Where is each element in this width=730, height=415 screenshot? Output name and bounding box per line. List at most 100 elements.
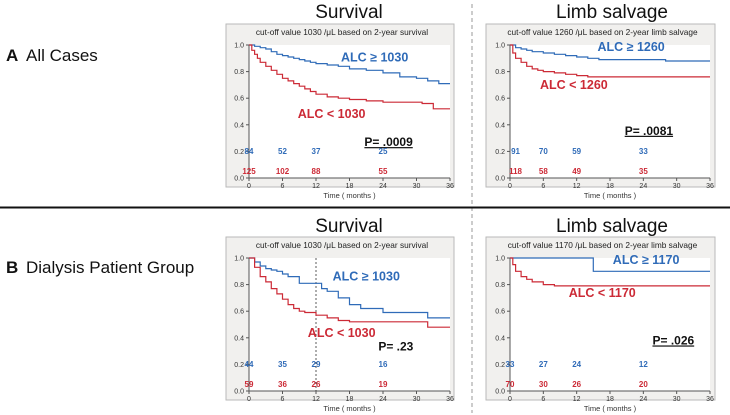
plot-area bbox=[510, 258, 710, 391]
risk-count-low: 35 bbox=[639, 167, 648, 176]
risk-count-high: 91 bbox=[511, 147, 520, 156]
risk-count-low: 118 bbox=[509, 167, 522, 176]
curve-label-high: ALC ≥ 1030 bbox=[341, 51, 408, 65]
x-axis-label: Time ( months ) bbox=[584, 404, 637, 413]
y-tick-label: 0.2 bbox=[495, 362, 505, 369]
x-tick-label: 18 bbox=[606, 183, 614, 190]
x-tick-label: 6 bbox=[541, 396, 545, 403]
series-line-high bbox=[510, 257, 710, 272]
risk-count-high: 12 bbox=[639, 360, 648, 369]
curve-label-low: ALC < 1030 bbox=[298, 107, 366, 121]
x-tick-label: 6 bbox=[281, 183, 285, 190]
curve-label-high: ALC ≥ 1030 bbox=[333, 270, 400, 284]
risk-count-high: 33 bbox=[639, 147, 648, 156]
risk-count-low: 55 bbox=[379, 167, 388, 176]
x-tick-label: 36 bbox=[446, 183, 454, 190]
risk-count-high: 84 bbox=[245, 147, 254, 156]
y-tick-label: 0.2 bbox=[234, 362, 244, 369]
col-title-limb-b: Limb salvage bbox=[556, 216, 668, 237]
row-label-b: Dialysis Patient Group bbox=[26, 258, 194, 277]
x-tick-label: 36 bbox=[706, 183, 714, 190]
chart-subtitle: cut-off value 1170 /μL based on 2-year l… bbox=[508, 240, 698, 250]
x-tick-label: 30 bbox=[413, 183, 421, 190]
chart-subtitle: cut-off value 1030 /μL based on 2-year s… bbox=[256, 240, 428, 250]
series-line-low bbox=[249, 44, 450, 110]
p-value: P= .026 bbox=[652, 333, 694, 347]
x-tick-label: 12 bbox=[573, 396, 581, 403]
y-tick-label: 0.8 bbox=[234, 69, 244, 76]
risk-count-low: 20 bbox=[639, 380, 648, 389]
curve-label-high: ALC ≥ 1170 bbox=[613, 253, 680, 267]
x-tick-label: 24 bbox=[639, 396, 647, 403]
risk-count-low: 26 bbox=[312, 380, 321, 389]
y-tick-label: 0.2 bbox=[234, 149, 244, 156]
y-tick-label: 0.6 bbox=[495, 309, 505, 316]
risk-count-high: 35 bbox=[278, 360, 287, 369]
x-tick-label: 12 bbox=[312, 183, 320, 190]
y-tick-label: 0.6 bbox=[495, 96, 505, 103]
y-tick-label: 0.0 bbox=[234, 389, 244, 396]
series-line-high bbox=[249, 257, 450, 319]
x-tick-label: 6 bbox=[281, 396, 285, 403]
risk-count-high: 27 bbox=[539, 360, 548, 369]
series-line-low bbox=[510, 44, 710, 78]
plot-area bbox=[249, 258, 450, 391]
x-tick-label: 36 bbox=[446, 396, 454, 403]
risk-count-high: 70 bbox=[539, 147, 548, 156]
y-tick-label: 1.0 bbox=[495, 256, 505, 263]
curve-label-low: ALC < 1030 bbox=[308, 326, 376, 340]
risk-count-low: 59 bbox=[245, 380, 254, 389]
p-value: P= .0081 bbox=[625, 124, 674, 138]
x-tick-label: 24 bbox=[379, 396, 387, 403]
y-tick-label: 0.8 bbox=[495, 282, 505, 289]
row-letter-a: A bbox=[6, 46, 18, 65]
risk-count-low: 125 bbox=[242, 167, 256, 176]
y-tick-label: 0.6 bbox=[234, 96, 244, 103]
chart-subtitle: cut-off value 1030 /μL based on 2-year s… bbox=[256, 27, 428, 37]
series-line-high bbox=[510, 44, 710, 62]
risk-count-low: 102 bbox=[276, 167, 290, 176]
panel-A-survival: cut-off value 1030 /μL based on 2-year s… bbox=[225, 23, 455, 200]
curve-label-low: ALC < 1260 bbox=[540, 78, 608, 92]
risk-count-high: 29 bbox=[312, 360, 321, 369]
risk-count-high: 25 bbox=[379, 147, 388, 156]
p-value: P= .0009 bbox=[364, 135, 413, 149]
curve-label-low: ALC < 1170 bbox=[569, 286, 636, 300]
x-tick-label: 18 bbox=[606, 396, 614, 403]
risk-count-low: 49 bbox=[572, 167, 581, 176]
risk-count-high: 59 bbox=[572, 147, 581, 156]
x-tick-label: 36 bbox=[706, 396, 714, 403]
col-title-survival-a: Survival bbox=[315, 2, 383, 23]
panel-A-limb: cut-off value 1260 /μL based on 2-year l… bbox=[485, 23, 716, 200]
curve-label-high: ALC ≥ 1260 bbox=[597, 40, 664, 54]
chart-subtitle: cut-off value 1260 /μL based on 2-year l… bbox=[507, 27, 698, 37]
risk-count-high: 37 bbox=[312, 147, 321, 156]
panel-B-limb: cut-off value 1170 /μL based on 2-year l… bbox=[485, 236, 716, 413]
risk-count-high: 16 bbox=[379, 360, 388, 369]
x-tick-label: 0 bbox=[508, 183, 512, 190]
x-tick-label: 24 bbox=[639, 183, 647, 190]
risk-count-low: 88 bbox=[312, 167, 321, 176]
risk-count-low: 26 bbox=[572, 380, 581, 389]
x-tick-label: 6 bbox=[541, 183, 545, 190]
col-title-limb-a: Limb salvage bbox=[556, 2, 668, 23]
risk-count-high: 24 bbox=[572, 360, 581, 369]
x-tick-label: 18 bbox=[346, 183, 354, 190]
col-title-survival-b: Survival bbox=[315, 216, 383, 237]
plot-area bbox=[510, 45, 710, 178]
p-value: P= .23 bbox=[378, 339, 413, 353]
y-tick-label: 0.2 bbox=[495, 149, 505, 156]
risk-count-low: 36 bbox=[278, 380, 287, 389]
risk-count-high: 44 bbox=[245, 360, 254, 369]
y-tick-label: 0.0 bbox=[495, 176, 505, 183]
risk-count-low: 58 bbox=[539, 167, 548, 176]
y-tick-label: 0.6 bbox=[234, 309, 244, 316]
x-tick-label: 24 bbox=[379, 183, 387, 190]
y-tick-label: 0.4 bbox=[495, 122, 505, 129]
risk-count-low: 70 bbox=[506, 380, 515, 389]
x-tick-label: 12 bbox=[312, 396, 320, 403]
x-axis-label: Time ( months ) bbox=[584, 191, 637, 200]
x-tick-label: 18 bbox=[346, 396, 354, 403]
y-tick-label: 0.8 bbox=[234, 282, 244, 289]
